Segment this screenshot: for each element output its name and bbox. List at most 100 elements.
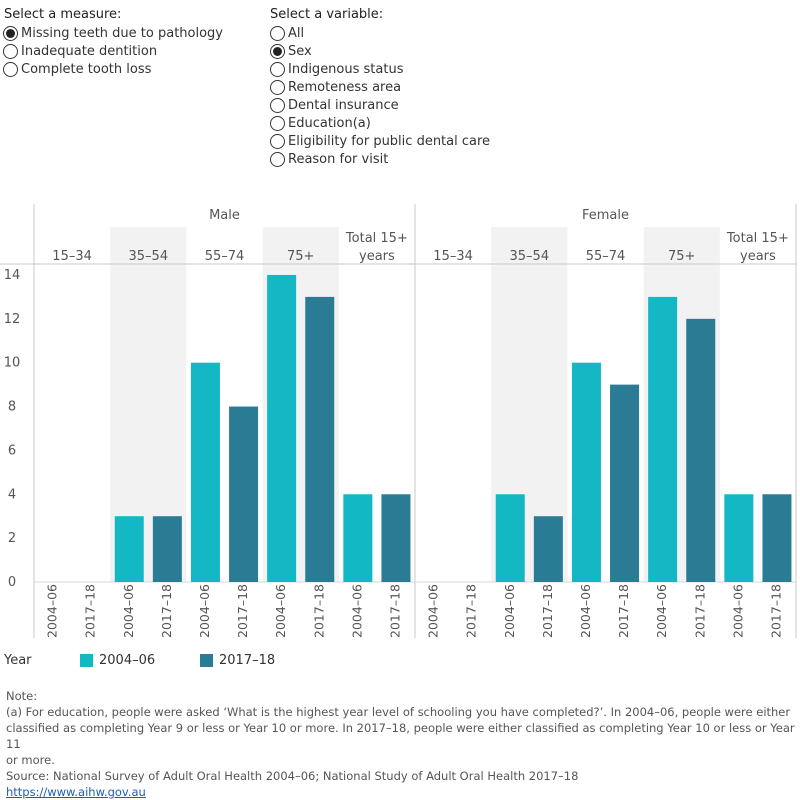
source-text: Source: National Survey of Adult Oral He…: [6, 769, 579, 783]
radio-button-icon[interactable]: [270, 25, 285, 41]
measure-option-label: Missing teeth due to pathology: [21, 25, 223, 41]
notes-line: or more.: [6, 753, 55, 767]
variable-option-label: Sex: [288, 43, 312, 59]
legend-label: 2004–06: [99, 653, 156, 668]
group-label: years: [740, 249, 776, 264]
legend-item-2017-18: 2017–18: [200, 653, 275, 668]
radio-button-icon[interactable]: [270, 133, 285, 149]
x-tick-label: 2004–06: [121, 584, 136, 638]
group-label: 55–74: [586, 249, 626, 264]
radio-button-icon[interactable]: [270, 61, 285, 77]
x-tick-label: 2017–18: [311, 584, 326, 638]
variable-option-label: Dental insurance: [288, 97, 399, 113]
variable-option-label: Eligibility for public dental care: [288, 133, 491, 149]
bar: [229, 406, 259, 582]
radio-button-icon[interactable]: [3, 43, 18, 59]
x-tick-label: 2004–06: [730, 584, 745, 638]
bar: [533, 516, 563, 582]
variable-option[interactable]: All: [270, 24, 304, 42]
group-label: 35–54: [510, 249, 550, 264]
x-tick-label: 2004–06: [502, 584, 517, 638]
legend-title: Year: [4, 653, 32, 668]
variable-option[interactable]: Dental insurance: [270, 96, 399, 114]
y-tick-label: 10: [4, 356, 21, 371]
radio-button-icon[interactable]: [270, 151, 285, 167]
y-tick-label: 12: [4, 312, 21, 327]
bar: [495, 494, 525, 582]
x-tick-label: 2004–06: [654, 584, 669, 638]
bar: [648, 296, 678, 582]
group-label: 35–54: [129, 249, 169, 264]
x-tick-label: 2004–06: [273, 584, 288, 638]
x-tick-label: 2017–18: [464, 584, 479, 638]
bar-chart: 0 2 4 6 8 10 12 14 Male 15–34 2004–06 2017–18 35–54 2…: [0, 204, 797, 638]
variable-option[interactable]: Indigenous status: [270, 60, 403, 78]
variable-option[interactable]: Sex: [270, 42, 312, 60]
radio-button-icon[interactable]: [270, 79, 285, 95]
bar: [762, 494, 792, 582]
x-tick-label: 2004–06: [349, 584, 364, 638]
aihw-link[interactable]: https://www.aihw.gov.au: [6, 785, 146, 799]
bar: [686, 318, 716, 582]
variable-option[interactable]: Remoteness area: [270, 78, 401, 96]
bar: [190, 362, 220, 582]
bar: [610, 384, 640, 582]
panel-title: Female: [582, 208, 629, 223]
variable-option[interactable]: Education(a): [270, 114, 371, 132]
y-tick-label: 2: [8, 531, 16, 546]
measure-option[interactable]: Complete tooth loss: [3, 60, 151, 78]
panel-title: Male: [209, 208, 240, 223]
x-tick-label: 2017–18: [235, 584, 250, 638]
x-tick-label: 2004–06: [45, 584, 60, 638]
radio-button-icon[interactable]: [270, 43, 285, 59]
legend-swatch: [80, 654, 93, 667]
bar: [381, 494, 411, 582]
group-label: 15–34: [433, 249, 473, 264]
y-tick-label: 14: [4, 268, 21, 283]
x-tick-label: 2017–18: [83, 584, 98, 638]
measure-option[interactable]: Missing teeth due to pathology: [3, 24, 223, 42]
x-tick-label: 2017–18: [616, 584, 631, 638]
radio-button-icon[interactable]: [270, 97, 285, 113]
variable-option[interactable]: Reason for visit: [270, 150, 388, 168]
variable-selector-title: Select a variable:: [270, 7, 384, 22]
notes-heading: Note:: [6, 689, 38, 703]
radio-button-icon[interactable]: [3, 61, 18, 77]
radio-button-icon[interactable]: [270, 115, 285, 131]
bar: [152, 516, 182, 582]
variable-option-label: Remoteness area: [288, 79, 402, 95]
variable-option-label: Education(a): [288, 115, 371, 131]
group-label: 75+: [287, 249, 314, 264]
group-label: 15–34: [52, 249, 92, 264]
x-tick-label: 2017–18: [159, 584, 174, 638]
group-label: Total 15+: [345, 231, 408, 246]
x-tick-label: 2017–18: [387, 584, 402, 638]
notes-section: Note: (a) For education, people were ask…: [6, 688, 796, 800]
bar: [114, 516, 144, 582]
measure-option[interactable]: Inadequate dentition: [3, 42, 157, 60]
bar: [305, 296, 335, 582]
notes-line: (a) For education, people were asked ‘Wh…: [6, 705, 791, 719]
group-label: Total 15+: [726, 231, 789, 246]
y-tick-label: 8: [8, 400, 16, 415]
x-tick-label: 2017–18: [540, 584, 555, 638]
notes-line: classified as completing Year 9 or less …: [6, 721, 795, 751]
bar: [343, 494, 373, 582]
legend-label: 2017–18: [219, 653, 276, 668]
x-tick-label: 2017–18: [768, 584, 783, 638]
bar: [267, 274, 297, 582]
x-tick-label: 2004–06: [426, 584, 441, 638]
variable-option-label: Reason for visit: [288, 151, 389, 167]
group-label: 55–74: [205, 249, 245, 264]
bar: [724, 494, 754, 582]
variable-option[interactable]: Eligibility for public dental care: [270, 132, 490, 150]
y-tick-label: 6: [8, 443, 16, 458]
variable-option-label: Indigenous status: [288, 61, 404, 77]
y-tick-label: 4: [8, 487, 16, 502]
measure-selector-title: Select a measure:: [4, 7, 122, 22]
x-tick-label: 2004–06: [578, 584, 593, 638]
measure-option-label: Complete tooth loss: [21, 61, 152, 77]
legend-item-2004-06: 2004–06: [80, 653, 155, 668]
radio-button-icon[interactable]: [3, 25, 18, 41]
measure-option-label: Inadequate dentition: [21, 43, 158, 59]
